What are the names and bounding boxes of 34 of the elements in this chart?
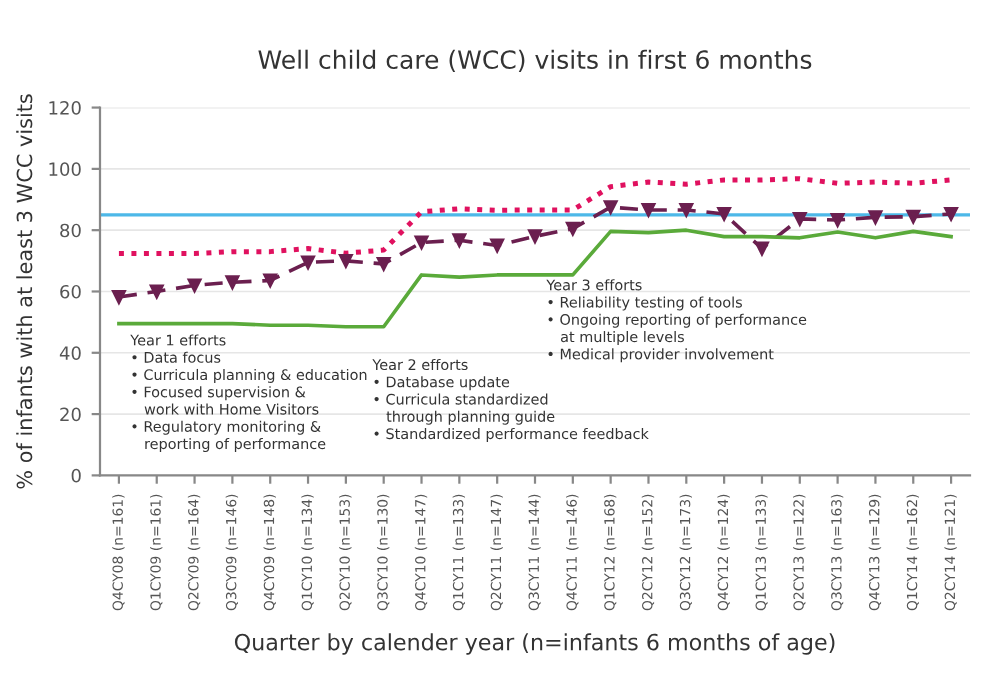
point [528,229,542,244]
y-tick-label: 100 [49,162,81,176]
y-axis-title: % of infants with at least 3 WCC visits [16,94,33,489]
point [565,221,580,236]
point [452,233,467,248]
point [111,290,126,304]
point [376,256,391,271]
y-tick-label: 20 [60,407,81,422]
point [717,206,732,221]
point [906,209,921,224]
point [755,241,769,256]
point [944,206,959,221]
y-tick-label: 120 [49,101,81,115]
point [679,203,694,217]
point [414,235,429,250]
point [830,213,845,228]
point [225,275,240,290]
point [338,253,353,268]
line-series [117,228,953,329]
point [868,210,883,225]
point [603,200,618,215]
point [490,238,505,253]
point [301,255,315,270]
y-tick-label: 40 [59,346,81,360]
y-tick-label: 80 [60,223,81,238]
y-tick-label: 0 [71,468,81,483]
point [641,203,656,217]
point [187,278,202,293]
x-axis-title: Quarter by calender year (n=infants 6 months of age) [234,633,835,655]
y-tick-label: 60 [60,284,81,299]
chart-title: Well child care (WCC) visits in first 6 months [258,49,812,72]
point [149,284,164,299]
point [792,211,807,226]
point [263,273,278,288]
